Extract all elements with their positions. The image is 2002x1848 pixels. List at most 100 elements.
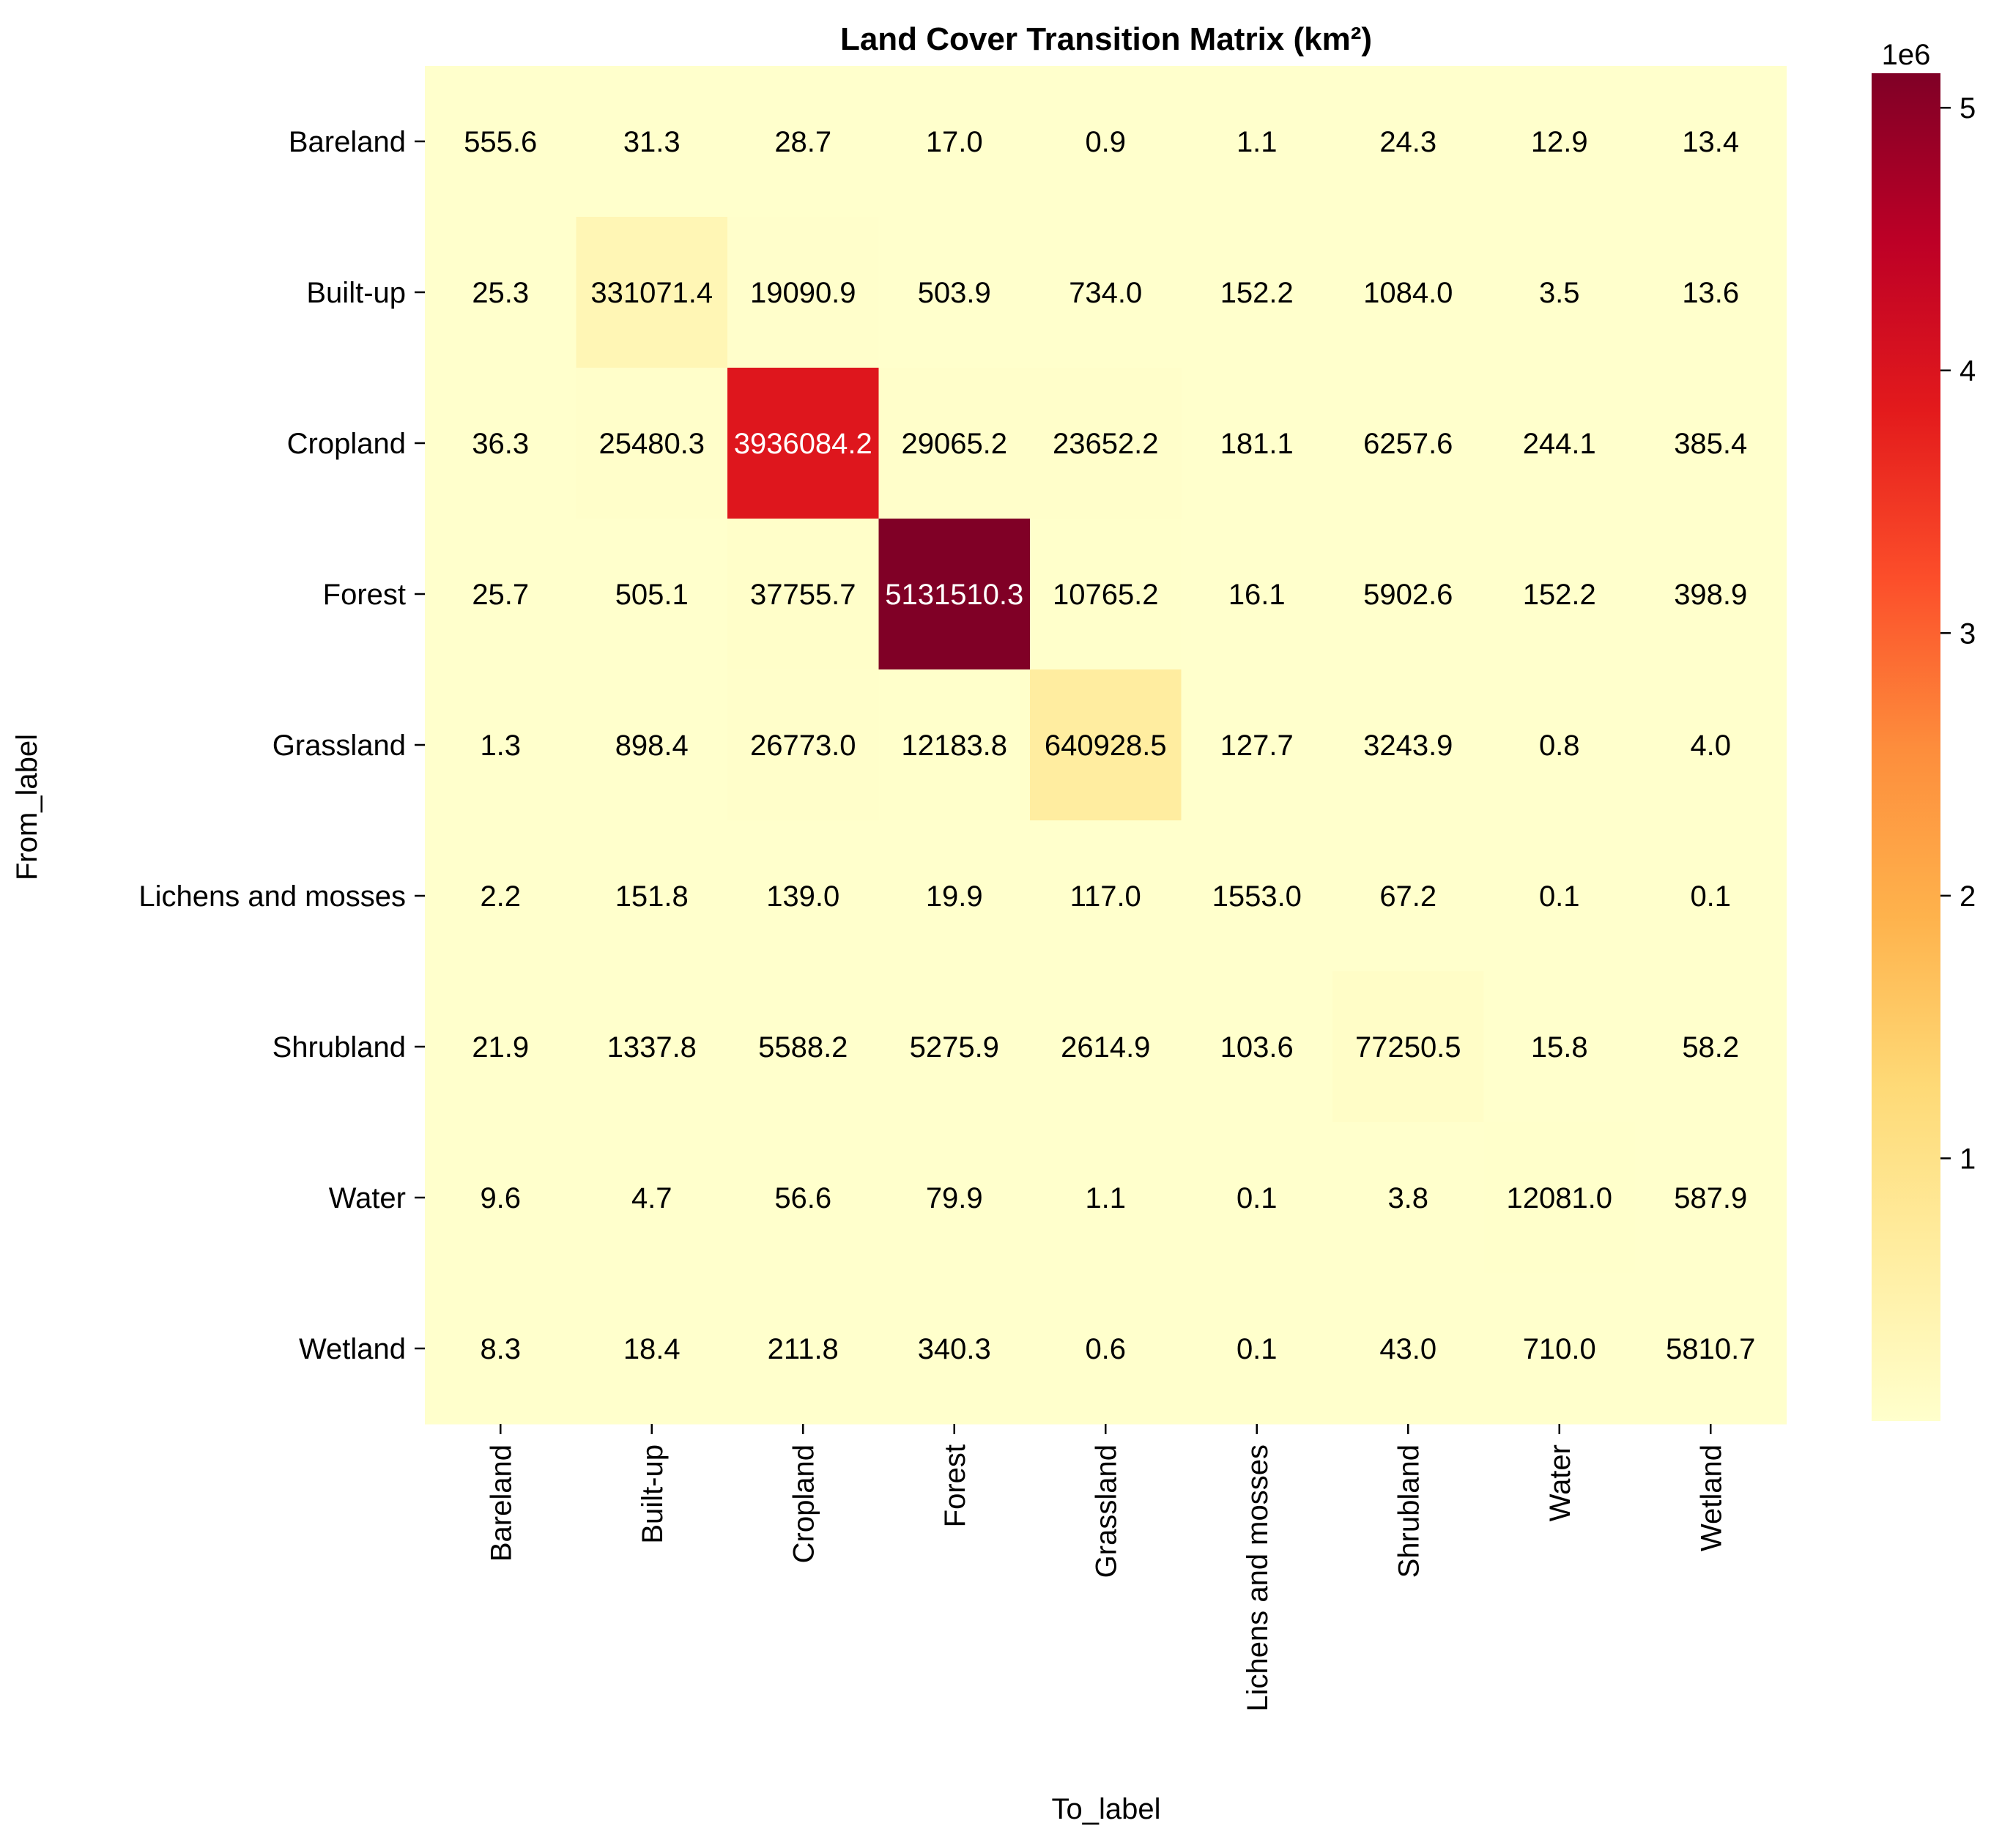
heatmap-cell (425, 669, 577, 821)
heatmap-cell (1030, 669, 1182, 821)
heatmap-cell (1332, 669, 1485, 821)
cell-value-label: 152.2 (1220, 277, 1294, 309)
cell-value-label: 31.3 (623, 126, 681, 158)
heatmap-cell (1030, 1122, 1182, 1274)
heatmap-cell (727, 66, 880, 218)
heatmap-cell (727, 820, 880, 972)
heatmap-cell (1030, 66, 1182, 218)
heatmap-cell (576, 971, 728, 1123)
heatmap-cell (1483, 519, 1636, 670)
cell-value-label: 24.3 (1379, 126, 1436, 158)
cell-value-label: 0.1 (1237, 1182, 1278, 1214)
heatmap-cell (576, 669, 728, 821)
cell-value-label: 211.8 (768, 1333, 839, 1365)
colorbar-tick-label: 4 (1960, 355, 1976, 387)
cell-value-label: 12081.0 (1506, 1182, 1612, 1214)
y-tick-label: Forest (323, 579, 406, 611)
heatmap-cell (1030, 971, 1182, 1123)
cell-value-label: 3243.9 (1363, 730, 1453, 762)
heatmap-cell (1635, 66, 1787, 218)
cell-value-label: 79.9 (926, 1182, 983, 1214)
heatmap-cell (1332, 971, 1485, 1123)
colorbar-ticks: 1 2 3 4 5 (1940, 92, 1976, 1175)
heatmap-cells (425, 66, 1787, 1425)
heatmap-cell (727, 368, 880, 519)
heatmap-cell (1483, 820, 1636, 972)
heatmap-cell (1635, 1273, 1787, 1425)
cell-value-label: 3.5 (1539, 277, 1580, 309)
x-tick-label: Lichens and mosses (1242, 1444, 1274, 1712)
cell-value-label: 734.0 (1069, 277, 1142, 309)
heatmap-cell (878, 1273, 1031, 1425)
heatmap-cell-labels: 555.6 31.3 28.7 17.0 0.9 1.1 24.3 12.9 13.4 25.3 3… (464, 126, 1755, 1365)
cell-value-label: 898.4 (615, 730, 689, 762)
heatmap-cell (576, 820, 728, 972)
chart-title: Land Cover Transition Matrix (km²) (840, 21, 1372, 57)
heatmap-cell (1635, 217, 1787, 368)
heatmap-cell (576, 368, 728, 519)
heatmap-cell (425, 1122, 577, 1274)
cell-value-label: 5902.6 (1363, 579, 1453, 611)
colorbar-multiplier: 1e6 (1882, 39, 1931, 71)
cell-value-label: 3.8 (1387, 1182, 1428, 1214)
heatmap-cell (727, 971, 880, 1123)
x-tick-label: Cropland (787, 1444, 820, 1563)
colorbar-tick-label: 3 (1960, 617, 1976, 650)
cell-value-label: 25.3 (472, 277, 529, 309)
cell-value-label: 37755.7 (750, 579, 856, 611)
cell-value-label: 5810.7 (1666, 1333, 1755, 1365)
y-tick-label: Wetland (299, 1333, 406, 1365)
cell-value-label: 3936084.2 (734, 428, 872, 460)
cell-value-label: 181.1 (1220, 428, 1294, 460)
heatmap-cell (878, 669, 1031, 821)
cell-value-label: 21.9 (472, 1031, 529, 1064)
cell-value-label: 5588.2 (758, 1031, 848, 1064)
cell-value-label: 0.8 (1539, 730, 1580, 762)
heatmap-cell (1332, 820, 1485, 972)
x-tick-label: Wetland (1695, 1444, 1727, 1551)
x-tick-label: Forest (939, 1444, 971, 1527)
cell-value-label: 19090.9 (750, 277, 856, 309)
heatmap-cell (576, 1273, 728, 1425)
heatmap-cell (425, 1273, 577, 1425)
heatmap-cell (1483, 971, 1636, 1123)
cell-value-label: 117.0 (1070, 880, 1141, 913)
heatmap-cell (425, 368, 577, 519)
cell-value-label: 23652.2 (1053, 428, 1159, 460)
heatmap-cell (1635, 519, 1787, 670)
y-axis: Bareland Built-up Cropland Forest Grassland L… (138, 126, 425, 1365)
heatmap-cell (1332, 1273, 1485, 1425)
cell-value-label: 25.7 (472, 579, 529, 611)
heatmap-cell (425, 820, 577, 972)
cell-value-label: 5131510.3 (885, 579, 1023, 611)
x-tick-label: Shrubland (1393, 1444, 1425, 1578)
heatmap-cell (1181, 1122, 1333, 1274)
cell-value-label: 710.0 (1523, 1333, 1596, 1365)
heatmap-cell (878, 971, 1031, 1123)
y-tick-label: Grassland (273, 730, 406, 762)
cell-value-label: 8.3 (480, 1333, 521, 1365)
cell-value-label: 385.4 (1674, 428, 1747, 460)
colorbar-tick-label: 5 (1960, 92, 1976, 125)
y-tick-label: Built-up (306, 277, 406, 309)
cell-value-label: 19.9 (926, 880, 983, 913)
cell-value-label: 36.3 (472, 428, 529, 460)
cell-value-label: 10765.2 (1053, 579, 1159, 611)
heatmap-cell (1181, 519, 1333, 670)
heatmap-cell (425, 519, 577, 670)
cell-value-label: 244.1 (1523, 428, 1596, 460)
cell-value-label: 5275.9 (910, 1031, 999, 1064)
y-tick-label: Shrubland (273, 1031, 406, 1064)
heatmap-cell (1635, 971, 1787, 1123)
y-tick-label: Water (329, 1182, 406, 1214)
cell-value-label: 4.0 (1690, 730, 1731, 762)
cell-value-label: 18.4 (623, 1333, 681, 1365)
heatmap-cell (1483, 1122, 1636, 1274)
heatmap-cell (1030, 1273, 1182, 1425)
cell-value-label: 0.1 (1690, 880, 1731, 913)
heatmap-cell (576, 217, 728, 368)
cell-value-label: 1.1 (1237, 126, 1278, 158)
cell-value-label: 151.8 (615, 880, 689, 913)
colorbar-gradient (1872, 73, 1940, 1421)
cell-value-label: 28.7 (774, 126, 831, 158)
